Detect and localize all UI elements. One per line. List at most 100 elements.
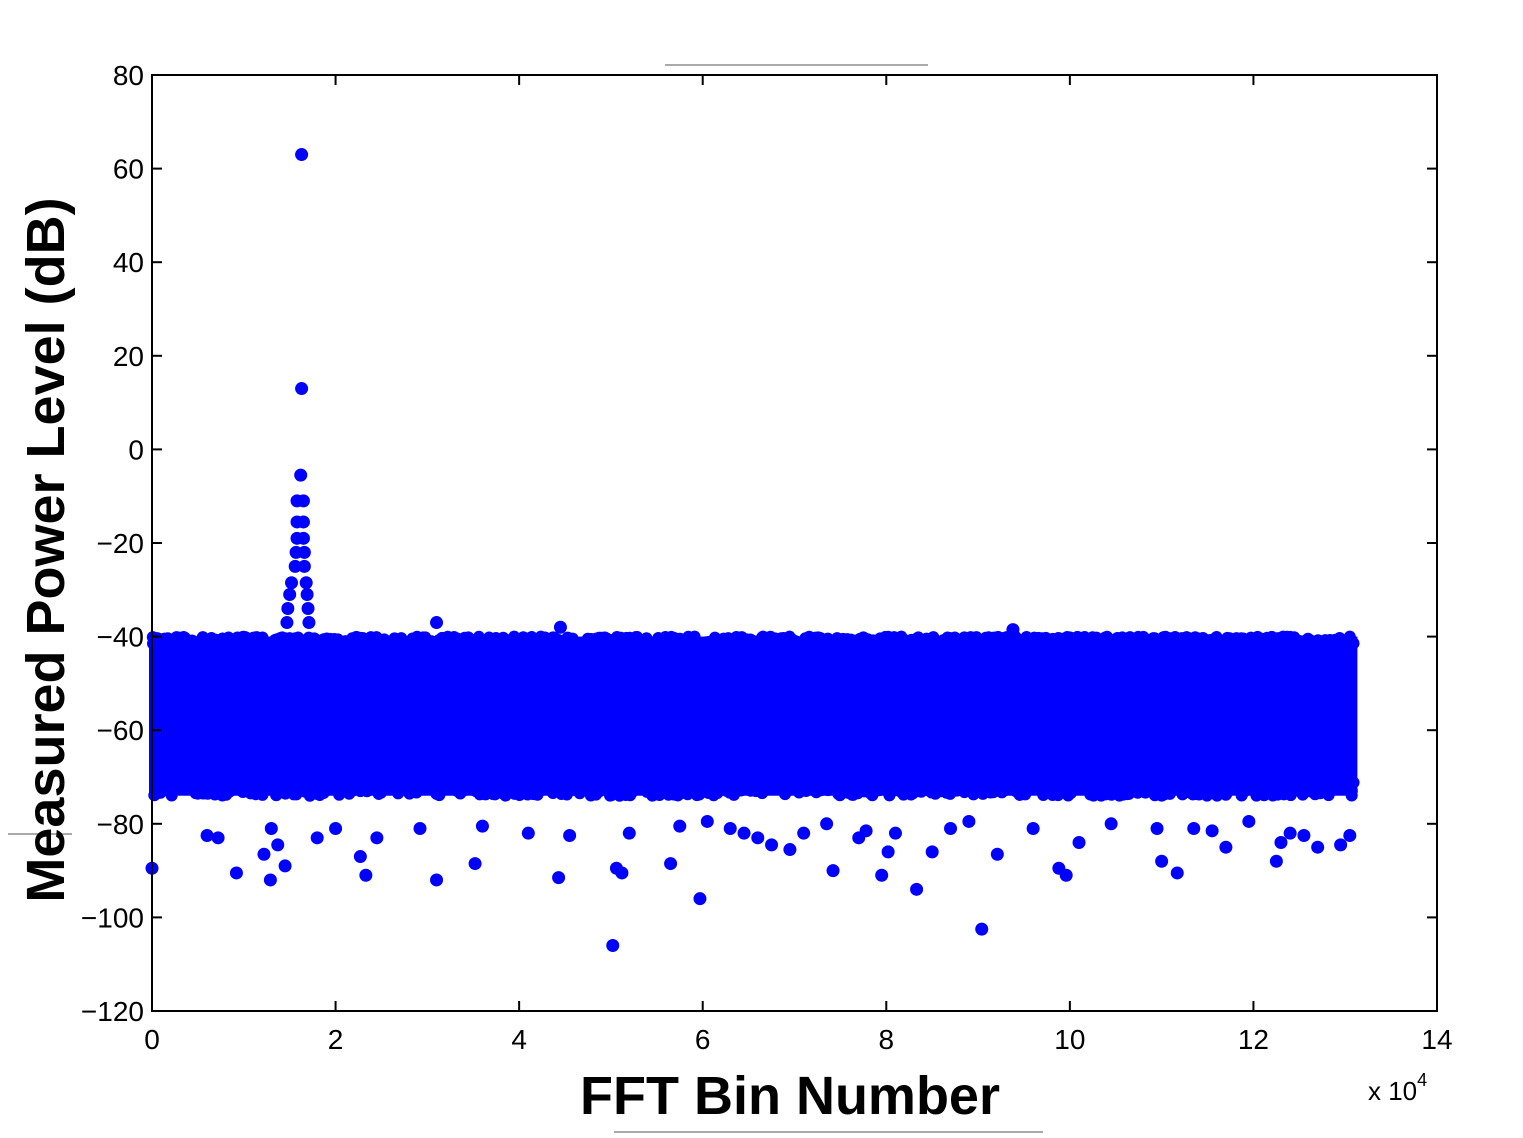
data-point xyxy=(302,782,315,795)
data-point xyxy=(820,817,834,831)
data-point xyxy=(1131,638,1144,651)
data-point xyxy=(296,515,310,529)
data-point xyxy=(1311,840,1325,854)
data-point xyxy=(274,773,287,786)
data-point xyxy=(289,632,302,645)
data-point xyxy=(359,868,373,882)
data-point xyxy=(783,843,797,857)
data-point xyxy=(1189,631,1202,644)
data-point xyxy=(696,637,709,650)
data-point xyxy=(611,633,624,646)
data-point xyxy=(1117,788,1130,801)
data-point xyxy=(1036,787,1049,800)
data-point xyxy=(200,829,214,842)
data-point xyxy=(172,631,185,644)
data-point xyxy=(392,636,405,649)
data-point xyxy=(598,631,611,644)
data-point xyxy=(353,850,367,864)
data-point xyxy=(320,632,333,645)
data-point xyxy=(300,587,314,601)
data-point xyxy=(582,784,595,797)
data-point xyxy=(923,774,936,787)
y-tick-label: −60 xyxy=(97,715,145,746)
data-point xyxy=(485,782,498,795)
data-point xyxy=(295,382,309,396)
data-point xyxy=(932,636,945,649)
data-point xyxy=(430,616,444,630)
data-point xyxy=(1023,633,1036,646)
data-point xyxy=(1140,633,1153,646)
y-tick-label: −120 xyxy=(81,996,144,1027)
x-tick-label: 4 xyxy=(511,1024,527,1055)
data-point xyxy=(1086,773,1099,786)
data-point xyxy=(875,868,889,882)
data-point xyxy=(1224,779,1237,792)
data-point xyxy=(203,634,216,647)
data-point xyxy=(640,637,653,650)
x-tick-label: 10 xyxy=(1054,1024,1085,1055)
data-point xyxy=(768,633,781,646)
data-point xyxy=(1335,635,1348,648)
data-point xyxy=(552,871,566,885)
data-point xyxy=(297,559,311,573)
data-point xyxy=(916,634,929,647)
data-point xyxy=(296,494,310,508)
data-point xyxy=(468,857,482,871)
data-point xyxy=(1051,638,1064,651)
data-point xyxy=(372,787,385,800)
data-points xyxy=(145,148,1357,952)
data-point xyxy=(1150,821,1164,835)
data-point xyxy=(1230,637,1243,650)
data-point xyxy=(186,779,199,792)
y-tick-label: −80 xyxy=(97,809,145,840)
data-point xyxy=(799,632,812,645)
data-point xyxy=(385,781,398,794)
data-point xyxy=(303,632,316,645)
data-point xyxy=(430,873,444,887)
data-point xyxy=(709,635,722,648)
data-point xyxy=(1170,866,1184,880)
data-point xyxy=(1315,777,1328,790)
data-point xyxy=(1155,854,1169,868)
data-point xyxy=(1159,630,1172,643)
data-point xyxy=(1026,821,1040,835)
y-tick-label: 60 xyxy=(113,154,144,185)
data-point xyxy=(288,559,302,573)
data-point xyxy=(812,631,825,644)
data-point xyxy=(944,821,958,835)
data-point xyxy=(475,819,489,833)
data-point xyxy=(524,778,537,791)
data-point xyxy=(563,829,577,842)
data-point xyxy=(1072,836,1086,850)
data-point xyxy=(257,847,271,861)
data-point xyxy=(1345,789,1358,802)
data-point xyxy=(1109,775,1122,788)
noise-band-fill xyxy=(149,636,1358,796)
data-point xyxy=(1111,637,1124,650)
data-point xyxy=(797,826,811,840)
data-point xyxy=(1219,840,1233,854)
y-tick-label: 40 xyxy=(113,247,144,278)
data-point xyxy=(723,821,737,835)
x-tick-label: 14 xyxy=(1421,1024,1452,1055)
data-point xyxy=(853,632,866,645)
data-point xyxy=(769,781,782,794)
data-point xyxy=(1076,636,1089,649)
x-tick-label: 8 xyxy=(878,1024,894,1055)
data-point xyxy=(830,633,843,646)
x-tick-label: 12 xyxy=(1238,1024,1269,1055)
data-point xyxy=(222,631,235,644)
data-point xyxy=(343,787,356,800)
data-point xyxy=(339,635,352,648)
data-point xyxy=(1124,631,1137,644)
data-point xyxy=(147,637,160,650)
data-point xyxy=(882,786,895,799)
data-point xyxy=(1215,776,1228,789)
data-point xyxy=(236,634,249,647)
data-point xyxy=(454,638,467,651)
data-point xyxy=(990,784,1003,797)
data-point xyxy=(1236,778,1249,791)
data-point xyxy=(893,632,906,645)
data-point xyxy=(1086,631,1099,644)
